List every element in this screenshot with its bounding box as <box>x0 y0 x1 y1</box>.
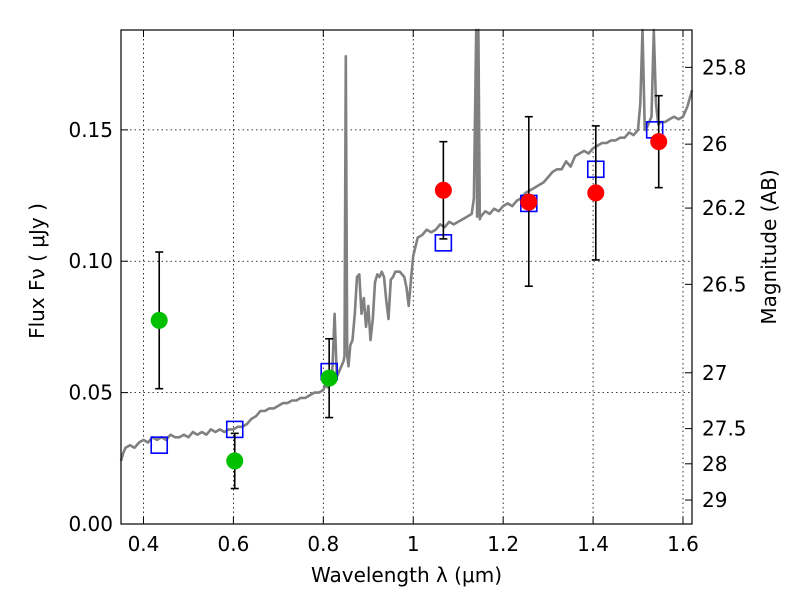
observed-point-marker <box>226 452 244 470</box>
model-square-marker <box>150 436 169 454</box>
y-right-tick-label: 29 <box>702 488 727 512</box>
y-right-tick-label: 27 <box>702 361 727 385</box>
x-tick-label: 0.6 <box>217 532 249 556</box>
x-tick-label: 0.4 <box>128 532 160 556</box>
plot-frame <box>120 29 693 525</box>
y-right-tick-label: 26.2 <box>702 196 747 220</box>
x-tick-label: 1.4 <box>577 532 609 556</box>
axis-ticks: 0.4 0.6 0.8 1 1.2 1.4 1.6 0.00 0.05 0.10 0.15 25.8 2… <box>68 30 747 556</box>
y-right-tick-label: 26.5 <box>702 272 747 296</box>
y-right-tick-label: 28 <box>702 452 727 476</box>
y-axis-title: Flux Fν ( μJy ) <box>25 203 49 339</box>
y-tick-label: 0.00 <box>68 512 113 536</box>
observed-point-marker <box>434 181 452 199</box>
observed-point-marker <box>320 369 338 387</box>
y-tick-label: 0.05 <box>68 381 113 405</box>
spectrum-line <box>119 28 694 462</box>
y-right-tick-label: 26 <box>702 132 727 156</box>
observed-points <box>150 133 668 470</box>
x-tick-label: 0.8 <box>307 532 339 556</box>
x-tick-label: 1 <box>407 532 420 556</box>
x-axis-title: Wavelength λ (μm) <box>311 563 502 587</box>
spectrum-series <box>119 28 694 462</box>
x-tick-label: 1.6 <box>667 532 699 556</box>
y-tick-label: 0.15 <box>68 118 113 142</box>
y-tick-label: 0.10 <box>68 249 113 273</box>
x-tick-label: 1.2 <box>487 532 519 556</box>
y-right-tick-label: 27.5 <box>702 417 747 441</box>
observed-point-marker <box>587 184 605 202</box>
observed-point-marker <box>650 133 668 151</box>
observed-point-marker <box>150 311 168 329</box>
observed-point-marker <box>520 193 538 211</box>
grid-lines <box>121 30 692 525</box>
y-right-axis-title: Magnitude (AB) <box>757 169 781 324</box>
y-right-tick-label: 25.8 <box>702 55 747 79</box>
